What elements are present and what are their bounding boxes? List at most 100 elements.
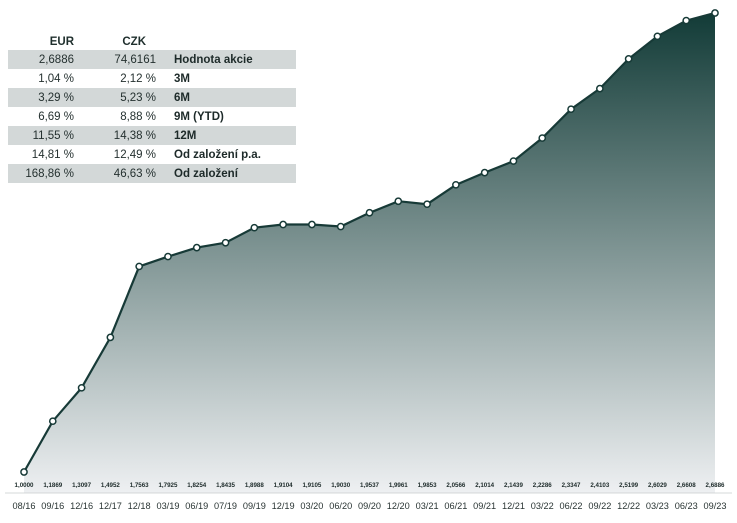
row-label: 9M (YTD) (174, 110, 224, 123)
table-row: 2,6886 74,6161 Hodnota akcie (8, 50, 296, 69)
x-tick-label: 06/21 (444, 501, 467, 511)
data-point (423, 200, 431, 209)
cell-eur: 2,6886 (8, 50, 80, 69)
x-tick-label: 09/22 (588, 501, 611, 511)
data-value-label: 1,9030 (331, 482, 350, 489)
table-row: 168,86 % 46,63 % Od založení (8, 164, 296, 183)
x-tick-label: 12/17 (99, 501, 122, 511)
data-value-label: 2,4103 (590, 482, 609, 489)
x-tick-label: 12/16 (70, 501, 93, 511)
x-tick-label: 03/23 (646, 501, 669, 511)
x-tick-label: 03/21 (416, 501, 439, 511)
data-value-label: 1,8435 (216, 482, 235, 489)
data-point (711, 9, 719, 17)
cell-eur: 6,69 % (38, 110, 74, 123)
data-value-label: 1,8254 (187, 482, 206, 489)
data-point (106, 333, 115, 342)
cell-eur: 14,81 % (31, 148, 74, 161)
chart-area-fill (24, 13, 715, 493)
x-tick-label: 09/16 (41, 501, 64, 511)
x-tick-label: 09/23 (704, 501, 727, 511)
data-value-label: 1,4952 (101, 482, 120, 489)
data-point (77, 383, 86, 392)
data-point (250, 223, 259, 232)
cell-eur: 11,55 % (8, 126, 80, 145)
x-tick-label: 06/20 (329, 501, 352, 511)
data-point (452, 180, 460, 189)
x-tick-label: 12/20 (387, 501, 410, 511)
data-value-label: 2,6608 (677, 482, 696, 489)
cell-czk: 2,12 % (120, 72, 156, 85)
data-point (682, 16, 691, 25)
table-row: 1,04 % 2,12 % 3M (8, 69, 296, 88)
x-tick-label: 12/19 (272, 501, 295, 511)
x-tick-label: 08/16 (13, 501, 36, 511)
table-row: 11,55 % 14,38 % 12M (8, 126, 296, 145)
data-point (48, 417, 57, 426)
data-value-label: 1,8988 (245, 482, 264, 489)
data-point (538, 134, 547, 142)
table-row: 6,69 % 8,88 % 9M (YTD) (8, 107, 296, 126)
performance-table: EUR CZK 2,6886 74,6161 Hodnota akcie 1,0… (8, 33, 296, 183)
cell-czk: 8,88 % (120, 110, 156, 123)
data-point (336, 222, 345, 231)
table-row: 14,81 % 12,49 % Od založení p.a. (8, 145, 296, 164)
table-row: 3,29 % 5,23 % 6M (8, 88, 296, 107)
row-label: Hodnota akcie (174, 50, 296, 69)
data-point (365, 208, 374, 217)
data-point (279, 220, 287, 229)
data-point (164, 252, 172, 261)
data-point (595, 84, 604, 93)
x-tick-label: 06/19 (185, 501, 208, 511)
data-value-label: 2,1439 (504, 482, 523, 489)
cell-czk: 74,6161 (80, 50, 174, 69)
cell-czk: 46,63 % (80, 164, 174, 183)
row-label: Od založení (174, 164, 296, 183)
x-tick-label: 09/19 (243, 501, 266, 511)
data-point (20, 468, 28, 476)
data-value-label: 1,9105 (302, 482, 321, 489)
data-value-label: 1,9961 (389, 482, 408, 489)
x-tick-label: 12/22 (617, 501, 640, 511)
x-tick-label: 03/22 (531, 501, 554, 511)
x-tick-label: 09/20 (358, 501, 381, 511)
header-eur: EUR (49, 35, 74, 48)
x-tick-label: 06/23 (675, 501, 698, 511)
x-tick-label: 03/20 (300, 501, 323, 511)
cell-eur: 1,04 % (38, 72, 74, 85)
data-value-label: 1,0000 (15, 482, 34, 489)
data-value-label: 1,7563 (130, 482, 149, 489)
row-label: 12M (174, 126, 296, 145)
data-value-label: 1,9537 (360, 482, 379, 489)
data-value-label: 2,2286 (533, 482, 552, 489)
data-value-label: 1,9853 (418, 482, 437, 489)
data-value-label: 2,0566 (446, 482, 465, 489)
data-point (653, 32, 662, 41)
cell-czk: 14,38 % (80, 126, 174, 145)
data-point (308, 220, 316, 229)
data-value-label: 2,6886 (706, 482, 725, 489)
data-value-label: 1,3097 (72, 482, 91, 489)
x-tick-label: 06/22 (560, 501, 583, 511)
data-value-label: 2,1014 (475, 482, 494, 489)
header-czk: CZK (122, 35, 146, 48)
data-point (567, 105, 575, 114)
data-value-label: 1,1869 (43, 482, 62, 489)
cell-czk: 5,23 % (80, 88, 174, 107)
cell-eur: 168,86 % (8, 164, 80, 183)
data-point (394, 197, 403, 206)
data-value-label: 1,9104 (274, 482, 293, 489)
data-point (221, 238, 230, 247)
data-value-label: 2,3347 (562, 482, 581, 489)
x-tick-label: 12/18 (128, 501, 151, 511)
data-value-label: 2,6029 (648, 482, 667, 489)
x-tick-label: 12/21 (502, 501, 525, 511)
data-point (192, 243, 201, 252)
data-point (509, 157, 518, 165)
row-label: 3M (174, 72, 190, 85)
row-label: Od založení p.a. (174, 148, 261, 161)
data-value-label: 1,7925 (158, 482, 177, 489)
data-point (624, 55, 633, 63)
x-tick-label: 09/21 (473, 501, 496, 511)
